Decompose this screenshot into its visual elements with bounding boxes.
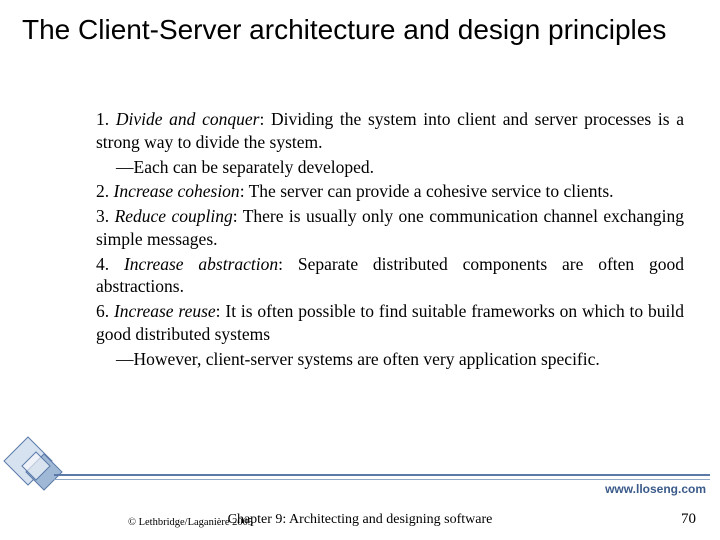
slide-content: 1. Divide and conquer: Dividing the syst…: [96, 108, 684, 372]
list-item: 4. Increase abstraction: Separate distri…: [96, 253, 684, 299]
footer: © Lethbridge/Laganière 2005 Chapter 9: A…: [0, 508, 720, 528]
chapter-text: Chapter 9: Architecting and designing so…: [0, 512, 720, 528]
page-number: 70: [681, 511, 696, 528]
list-item: 3. Reduce coupling: There is usually onl…: [96, 205, 684, 251]
list-item: 6. Increase reuse: It is often possible …: [96, 300, 684, 346]
list-sub-item: —However, client-server systems are ofte…: [96, 348, 684, 371]
list-item: 2. Increase cohesion: The server can pro…: [96, 180, 684, 203]
slide: The Client-Server architecture and desig…: [0, 0, 720, 540]
footer-rule-primary: [54, 474, 710, 476]
footer-url: www.lloseng.com: [605, 482, 706, 496]
corner-diamond-icon: [0, 416, 90, 506]
footer-rule-secondary: [54, 479, 710, 480]
list-sub-item: —Each can be separately developed.: [96, 156, 684, 179]
list-item: 1. Divide and conquer: Dividing the syst…: [96, 108, 684, 154]
slide-title: The Client-Server architecture and desig…: [22, 14, 698, 46]
